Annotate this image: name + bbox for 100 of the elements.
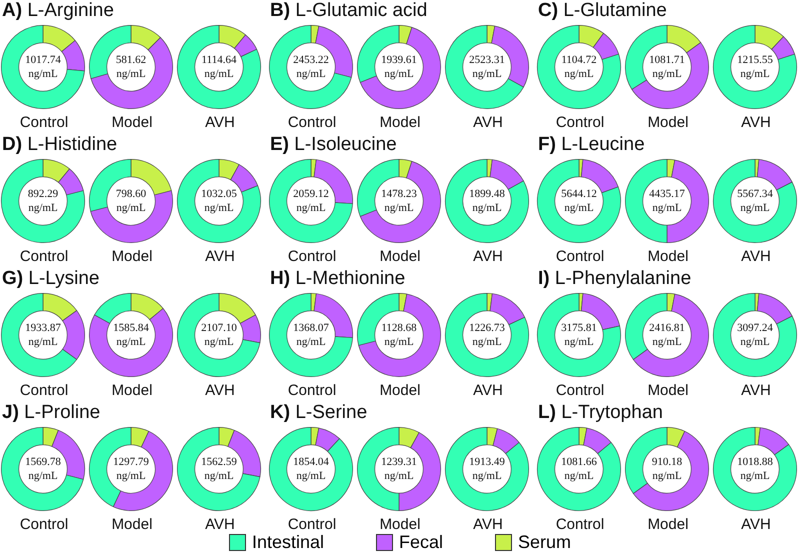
chart-title: C) L-Glutamine [538,0,667,22]
text: ng/mL [564,68,594,80]
legend-label: Serum [518,532,572,553]
text: ng/mL [652,202,682,214]
text: AVH [204,516,236,533]
chart-title: E) L-Isoleucine [270,134,397,156]
text: 798.60 [116,188,147,200]
text: AVH [740,248,772,265]
text: ng/mL [28,470,58,482]
text: ng/mL [116,336,146,348]
text: Model [646,114,690,131]
text: Control [554,516,606,533]
text: 1368.07 [293,322,330,334]
text: ng/mL [28,336,58,348]
text: ng/mL [384,68,414,80]
chart-title: I) L-Phenylalanine [538,268,692,290]
text: 2059.12 [293,188,329,200]
text: 1081.66 [561,456,598,468]
text: AVH [204,382,236,399]
text: ng/mL [204,336,234,348]
text: 892.29 [28,188,59,200]
text: ng/mL [296,68,326,80]
text: ng/mL [384,470,414,482]
text: Model [110,114,154,131]
text: Control [18,382,70,399]
chart-title: J) L-Proline [2,402,100,424]
text: ng/mL [204,470,234,482]
text: ng/mL [204,68,234,80]
text: ng/mL [472,470,502,482]
text: AVH [472,516,504,533]
text: 1854.04 [293,456,330,468]
text: AVH [472,248,504,265]
text: 1239.31 [381,456,417,468]
text: ng/mL [740,336,770,348]
text: ng/mL [116,470,146,482]
text: ng/mL [652,68,682,80]
text: ng/mL [28,202,58,214]
text: 1017.74 [25,54,62,66]
text: ng/mL [296,336,326,348]
text: 5644.12 [561,188,597,200]
text: 910.18 [652,456,683,468]
text: 1114.64 [202,54,237,66]
text: Control [554,248,606,265]
text: AVH [740,516,772,533]
text: 4435.17 [649,188,686,200]
text: ng/mL [564,202,594,214]
text: Control [554,382,606,399]
text: 1562.59 [201,456,238,468]
text: ng/mL [116,68,146,80]
chart-title: B) L-Glutamic acid [270,0,428,22]
text: 1226.73 [469,322,506,334]
text: Control [554,114,606,131]
text: Model [110,248,154,265]
text: Model [110,382,154,399]
text: ng/mL [472,68,502,80]
text: AVH [472,382,504,399]
text: Model [646,516,690,533]
text: 1081.71 [649,54,685,66]
text: 2453.22 [293,54,329,66]
chart-title: F) L-Leucine [538,134,645,156]
chart-title: D) L-Histidine [2,134,118,156]
text: 1913.49 [469,456,506,468]
text: ng/mL [652,336,682,348]
text: 3175.81 [561,322,597,334]
text: 1297.79 [113,456,150,468]
text: 1585.84 [113,322,150,334]
text: Control [18,114,70,131]
text: 1215.55 [737,54,774,66]
text: ng/mL [296,470,326,482]
text: Model [110,516,154,533]
text: 2107.10 [201,322,238,334]
text: Model [378,114,422,131]
text: ng/mL [472,202,502,214]
text: Control [286,248,338,265]
text: ng/mL [28,68,58,80]
text: AVH [472,114,504,131]
text: ng/mL [204,202,234,214]
text: 5567.34 [737,188,774,200]
text: ng/mL [116,202,146,214]
text: Model [646,382,690,399]
text: ng/mL [652,470,682,482]
text: Control [286,114,338,131]
text: Model [646,248,690,265]
text: 1569.78 [25,456,62,468]
text: ng/mL [740,68,770,80]
text: Control [286,516,338,533]
text: 1899.48 [469,188,506,200]
text: 1478.23 [381,188,418,200]
text: 2523.31 [469,54,505,66]
text: Model [378,382,422,399]
text: Control [286,382,338,399]
text: 2416.81 [649,322,685,334]
text: 1933.87 [25,322,62,334]
text: 1032.05 [201,188,238,200]
text: ng/mL [564,470,594,482]
text: ng/mL [296,202,326,214]
text: ng/mL [740,470,770,482]
text: Control [18,516,70,533]
chart-title: G) L-Lysine [2,268,100,290]
text: 581.62 [116,54,146,66]
